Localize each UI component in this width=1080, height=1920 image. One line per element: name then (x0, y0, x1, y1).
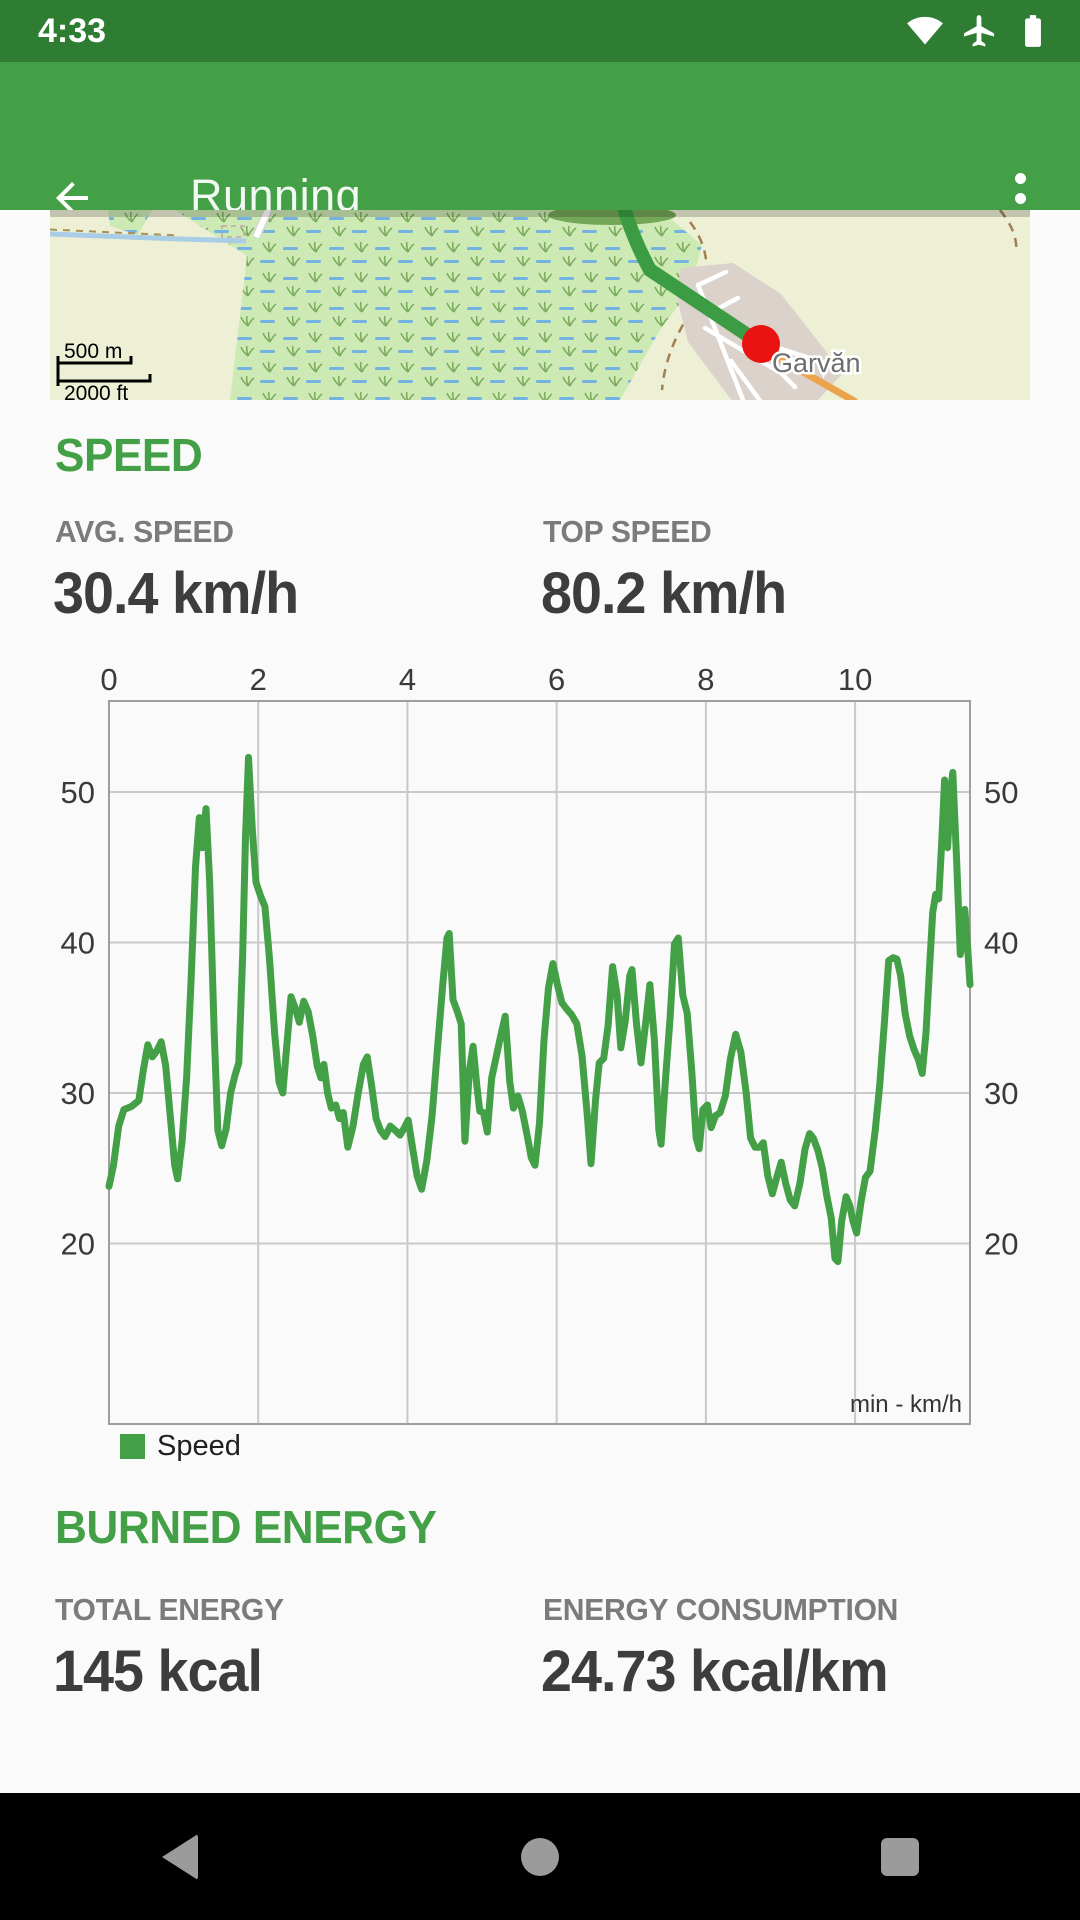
y-tick-label-left: 20 (61, 1227, 95, 1262)
map-place-label: Garvăn (772, 348, 861, 378)
speed-line-series (105, 753, 974, 1266)
x-tick-label: 4 (399, 662, 416, 697)
app-bar: Running (0, 62, 1080, 224)
map-minor-road (251, 210, 274, 239)
energy-section-header: BURNED ENERGY (55, 1501, 437, 1553)
overflow-dot (1014, 172, 1026, 184)
legend-label-speed: Speed (157, 1430, 241, 1462)
avg-speed-value: 30.4 km/h (53, 561, 299, 626)
x-tick-label: 0 (100, 662, 117, 697)
chart-legend: Speed (120, 1430, 241, 1463)
y-tick-label-left: 40 (61, 926, 95, 961)
x-tick-label: 6 (548, 662, 565, 697)
airplane-mode-icon (963, 15, 995, 47)
wifi-icon (907, 16, 943, 45)
nav-back-icon (162, 1833, 198, 1880)
nav-recents-button[interactable] (720, 1837, 1080, 1876)
map-stream (50, 225, 247, 244)
status-icons (906, 0, 1052, 62)
legend-swatch-speed (120, 1434, 145, 1459)
battery-icon (1025, 15, 1041, 47)
top-speed-value: 80.2 km/h (541, 561, 787, 626)
x-tick-label: 2 (250, 662, 267, 697)
status-time: 4:33 (38, 11, 107, 50)
current-position-marker (742, 325, 780, 363)
chart-plot-border (108, 700, 971, 1425)
y-tick-label-left: 30 (61, 1076, 95, 1111)
nav-back-button[interactable] (0, 1833, 360, 1880)
overflow-dot (1014, 192, 1026, 204)
chart-unit-note: min - km/h (850, 1391, 962, 1418)
status-bar: 4:33 (0, 0, 1080, 62)
x-tick-label: 8 (697, 662, 714, 697)
total-energy-value: 145 kcal (53, 1639, 263, 1704)
top-speed-label: TOP SPEED (543, 514, 712, 549)
nav-recents-icon (881, 1837, 919, 1876)
back-button[interactable] (48, 174, 96, 222)
speed-section-header: SPEED (55, 429, 203, 481)
map-footpath (660, 210, 1018, 391)
y-tick-label-right: 50 (984, 775, 1018, 810)
y-tick-label-right: 40 (984, 926, 1018, 961)
energy-consumption-label: ENERGY CONSUMPTION (543, 1592, 899, 1627)
total-energy-label: TOTAL ENERGY (55, 1592, 284, 1627)
x-tick-label: 10 (838, 662, 872, 697)
map-hedge (548, 210, 676, 225)
android-nav-bar (0, 1793, 1080, 1920)
avg-speed-label: AVG. SPEED (55, 514, 234, 549)
map-scale-imperial: 2000 ft (64, 382, 128, 400)
route-map[interactable]: Garvăn 500 m 2000 ft (50, 210, 1030, 400)
nav-home-button[interactable] (360, 1837, 720, 1876)
y-tick-label-left: 50 (61, 775, 95, 810)
map-main-road (764, 347, 858, 400)
map-scale-bar: 500 m 2000 ft (56, 340, 152, 400)
map-scale-metric: 500 m (64, 340, 122, 363)
y-tick-label-right: 20 (984, 1227, 1018, 1262)
speed-chart[interactable]: 0 2 4 6 8 10 20 20 30 30 40 40 50 50 min - km/h (0, 620, 1080, 1470)
route-polyline (617, 210, 768, 351)
map-marsh-area (108, 210, 702, 400)
appbar-shadow (50, 210, 1030, 217)
nav-home-icon (521, 1837, 559, 1876)
energy-consumption-value: 24.73 kcal/km (541, 1639, 889, 1704)
y-tick-label-right: 30 (984, 1076, 1018, 1111)
